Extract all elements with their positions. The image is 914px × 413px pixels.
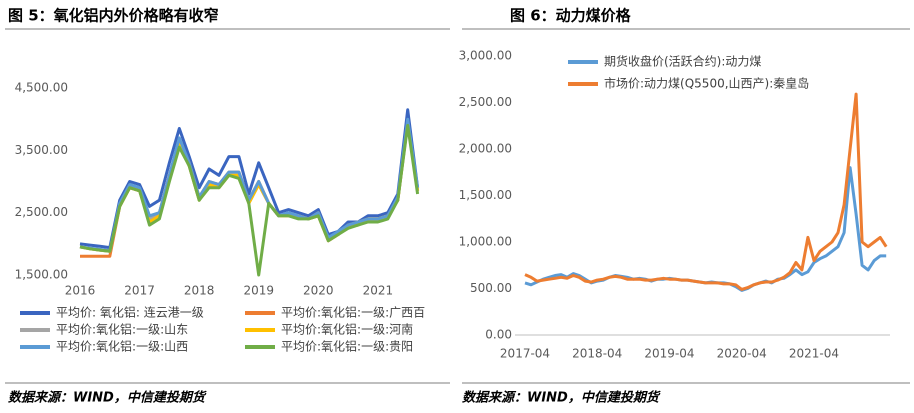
series-line bbox=[79, 108, 420, 250]
x-tick-label: 2017-04 bbox=[500, 347, 550, 361]
y-tick-label: 2,000.00 bbox=[459, 142, 512, 156]
y-tick-label: 1,000.00 bbox=[459, 235, 512, 249]
y-tick-label: 2,500.00 bbox=[459, 95, 512, 109]
legend-label: 市场价:动力煤(Q5500,山西产):秦皇岛 bbox=[604, 76, 809, 91]
chart-title: 图 6：动力煤价格 bbox=[510, 7, 632, 25]
x-tick-label: 2019 bbox=[243, 284, 274, 298]
legend-label: 平均价:氧化铝:一级:河南 bbox=[281, 322, 413, 337]
legend-label: 平均价:氧化铝:一级:山西 bbox=[56, 339, 188, 354]
legend-label: 期货收盘价(活跃合约):动力煤 bbox=[604, 54, 761, 69]
x-tick-label: 2018-04 bbox=[572, 347, 622, 361]
series-line bbox=[79, 117, 420, 253]
y-tick-label: 500.00 bbox=[470, 281, 512, 295]
legend-label: 平均价:氧化铝:一级:山东 bbox=[56, 322, 188, 337]
y-tick-label: 2,500.00 bbox=[15, 205, 68, 219]
series-line bbox=[79, 123, 420, 277]
x-tick-label: 2017 bbox=[124, 284, 155, 298]
y-tick-label: 1,500.00 bbox=[15, 268, 68, 282]
x-tick-label: 2020 bbox=[303, 284, 334, 298]
x-tick-label: 2016 bbox=[65, 284, 96, 298]
legend-label: 平均价:氧化铝:一级:贵阳 bbox=[281, 339, 413, 354]
source: 数据来源：WIND，中信建投期货 bbox=[462, 390, 661, 406]
y-tick-label: 4,500.00 bbox=[15, 81, 68, 95]
series-line bbox=[524, 166, 887, 292]
legend-label: 平均价:氧化铝:一级:广西百 bbox=[281, 305, 425, 320]
y-tick-label: 3,500.00 bbox=[15, 143, 68, 157]
x-tick-label: 2019-04 bbox=[644, 347, 694, 361]
source: 数据来源：WIND，中信建投期货 bbox=[8, 390, 207, 406]
x-tick-label: 2021 bbox=[363, 284, 394, 298]
x-tick-label: 2020-04 bbox=[717, 347, 767, 361]
series-line bbox=[524, 92, 888, 291]
y-tick-label: 1,500.00 bbox=[459, 188, 512, 202]
y-tick-label: 3,000.00 bbox=[459, 49, 512, 63]
legend-label: 平均价: 氧化铝: 连云港一级 bbox=[56, 305, 204, 320]
chart-title: 图 5：氧化铝内外价格略有收窄 bbox=[8, 7, 219, 25]
x-tick-label: 2018 bbox=[184, 284, 215, 298]
y-tick-label: 0.00 bbox=[485, 328, 512, 342]
x-tick-label: 2021-04 bbox=[789, 347, 839, 361]
